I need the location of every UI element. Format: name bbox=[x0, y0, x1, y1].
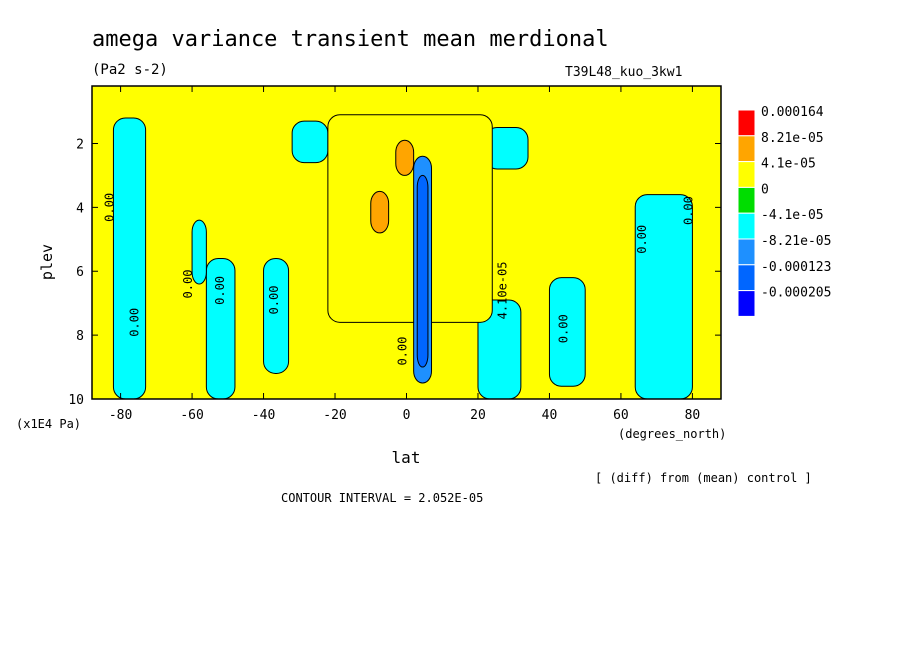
legend-label: -4.1e-05 bbox=[761, 208, 824, 223]
y-tick-label: 6 bbox=[76, 265, 84, 280]
contour-region bbox=[370, 190, 390, 234]
run-label: T39L48_kuo_3kw1 bbox=[565, 65, 682, 80]
legend-swatch bbox=[737, 238, 756, 266]
legend-label: -8.21e-05 bbox=[761, 234, 831, 249]
y-tick-label: 10 bbox=[68, 393, 84, 408]
x-tick-label: -60 bbox=[180, 408, 203, 423]
diff-note: [ (diff) from (mean) control ] bbox=[595, 471, 812, 485]
x-tick-label: 20 bbox=[470, 408, 486, 423]
x-axis-label: lat bbox=[392, 448, 421, 467]
y-tick-label: 2 bbox=[76, 137, 84, 152]
legend-swatch bbox=[737, 135, 756, 163]
legend-swatch bbox=[737, 109, 756, 137]
contour-label: 0.00 bbox=[681, 196, 695, 225]
units-label: (Pa2 s-2) bbox=[92, 62, 168, 78]
legend-label: -0.000123 bbox=[761, 260, 831, 275]
color-legend: 0.000164 8.21e-05 4.1e-05 0 -4.1e-05 -8.21e-0… bbox=[737, 105, 831, 317]
contour-region bbox=[395, 139, 415, 176]
y-axis-units: (x1E4 Pa) bbox=[16, 417, 81, 431]
contour-label: 0.00 bbox=[396, 337, 410, 366]
legend-swatch bbox=[737, 186, 756, 214]
y-axis-ticks: 2 4 6 8 10 bbox=[68, 137, 721, 408]
contour-label: 0.00 bbox=[556, 314, 570, 343]
x-tick-label: 80 bbox=[685, 408, 701, 423]
contour-region bbox=[112, 117, 147, 400]
legend-label: -0.000205 bbox=[761, 286, 831, 301]
x-axis-units: (degrees_north) bbox=[618, 427, 726, 441]
contour-labels: 0.00 0.00 0.00 0.00 0.00 0.00 4.10e-05 0.00 0.00… bbox=[102, 193, 695, 366]
contour-region bbox=[548, 277, 586, 387]
contour-label: 0.00 bbox=[635, 225, 649, 254]
legend-label: 8.21e-05 bbox=[761, 131, 824, 146]
y-tick-label: 4 bbox=[76, 201, 84, 216]
chart-title: amega variance transient mean merdional bbox=[92, 27, 609, 52]
legend-swatch bbox=[737, 212, 756, 240]
legend-label: 0 bbox=[761, 182, 769, 197]
legend-label: 4.1e-05 bbox=[761, 157, 816, 172]
x-tick-label: 40 bbox=[542, 408, 558, 423]
legend-swatch bbox=[737, 264, 756, 292]
contour-region bbox=[416, 174, 429, 368]
contour-label: 0.00 bbox=[102, 193, 116, 222]
contour-region bbox=[291, 120, 329, 164]
contour-label: 4.10e-05 bbox=[496, 262, 510, 320]
contour-region bbox=[327, 114, 493, 323]
x-tick-label: 0 bbox=[403, 408, 411, 423]
y-axis-label: plev bbox=[38, 244, 56, 280]
x-axis-ticks: -80 -60 -40 -20 0 20 40 60 80 bbox=[109, 86, 700, 423]
x-tick-label: -40 bbox=[252, 408, 275, 423]
y-tick-label: 8 bbox=[76, 329, 84, 344]
contour-label: 0.00 bbox=[181, 270, 195, 299]
legend-label: 0.000164 bbox=[761, 105, 824, 120]
plot-area: 0.00 0.00 0.00 0.00 0.00 0.00 4.10e-05 0.00 0.00… bbox=[68, 85, 722, 423]
contour-region bbox=[191, 219, 207, 285]
x-tick-label: 60 bbox=[613, 408, 629, 423]
contour-label: 0.00 bbox=[213, 276, 227, 305]
contour-regions bbox=[112, 114, 693, 400]
legend-swatch bbox=[737, 161, 756, 188]
contour-label: 0.00 bbox=[267, 286, 281, 315]
legend-swatch bbox=[737, 290, 756, 317]
contour-interval: CONTOUR INTERVAL = 2.052E-05 bbox=[281, 491, 483, 505]
contour-label: 0.00 bbox=[127, 308, 141, 337]
contour-region bbox=[263, 257, 290, 374]
x-tick-label: -80 bbox=[109, 408, 132, 423]
x-tick-label: -20 bbox=[323, 408, 346, 423]
